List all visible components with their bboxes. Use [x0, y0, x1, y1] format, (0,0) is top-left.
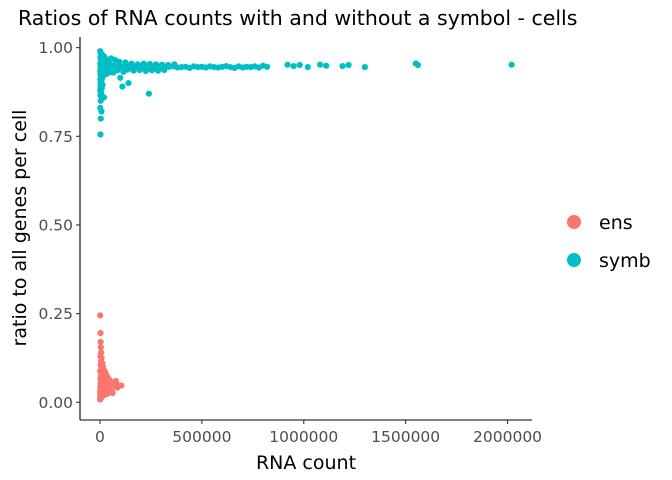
point-ens-67 — [97, 396, 104, 403]
point-ens-3 — [97, 344, 104, 351]
point-symb-135 — [130, 67, 137, 74]
point-symb-70 — [98, 108, 105, 115]
legend: ens symb — [567, 212, 651, 272]
points-layer — [97, 48, 515, 403]
point-symb-139 — [155, 67, 162, 74]
x-axis-ticks: 0 500000 1000000 1500000 2000000 — [95, 420, 542, 446]
point-symb-116 — [508, 61, 515, 68]
point-symb-127 — [165, 61, 172, 69]
x-tick-label: 2000000 — [473, 428, 542, 446]
point-ens-0 — [97, 312, 104, 319]
point-symb-125 — [152, 61, 160, 68]
legend-key-ens — [567, 215, 581, 229]
point-symb-138 — [148, 67, 155, 74]
y-axis-ticks: 0.00 0.25 0.50 0.75 1.00 — [38, 39, 80, 412]
point-symb-136 — [136, 66, 143, 74]
point-symb-104 — [264, 63, 271, 70]
point-symb-121 — [128, 60, 135, 67]
point-symb-124 — [146, 60, 153, 68]
chart-title: Ratios of RNA counts with and without a … — [18, 6, 577, 30]
point-symb-115 — [414, 61, 421, 69]
point-symb-105 — [284, 61, 291, 68]
point-symb-72 — [97, 115, 104, 122]
legend-key-symb — [567, 253, 581, 267]
point-symb-137 — [142, 67, 149, 75]
y-tick-label: 0.00 — [38, 394, 73, 412]
y-tick-label: 1.00 — [38, 39, 73, 57]
x-tick-label: 1000000 — [269, 428, 338, 446]
y-tick-label: 0.75 — [38, 128, 73, 146]
point-symb-74 — [97, 131, 104, 138]
legend-label-ens: ens — [599, 212, 633, 234]
x-tick-label: 1500000 — [371, 428, 440, 446]
point-symb-106 — [290, 63, 297, 70]
point-symb-132 — [114, 67, 121, 74]
point-symb-84 — [119, 83, 126, 90]
point-symb-86 — [125, 80, 132, 87]
point-symb-111 — [339, 63, 346, 70]
y-axis-title: ratio to all genes per cell — [9, 110, 31, 347]
point-symb-109 — [317, 61, 324, 68]
point-symb-88 — [145, 90, 152, 97]
point-ens-2 — [97, 338, 104, 346]
plot-area: 0.00 0.25 0.50 0.75 1.00 0 500000 1000000 15000… — [38, 37, 542, 446]
point-symb-123 — [140, 60, 147, 67]
x-tick-label: 500000 — [172, 428, 231, 446]
point-symb-113 — [361, 64, 368, 71]
point-symb-108 — [304, 64, 311, 71]
point-ens-77 — [99, 380, 106, 387]
point-ens-71 — [112, 377, 119, 385]
x-axis-title: RNA count — [256, 452, 356, 474]
y-tick-label: 0.50 — [38, 216, 73, 234]
point-symb-107 — [296, 61, 303, 69]
point-symb-122 — [134, 61, 141, 68]
point-symb-120 — [122, 59, 129, 66]
point-symb-66 — [97, 97, 104, 104]
point-symb-140 — [161, 66, 168, 74]
point-ens-55 — [109, 389, 116, 397]
point-symb-110 — [323, 62, 330, 69]
point-symb-126 — [159, 61, 166, 68]
point-symb-119 — [116, 58, 123, 65]
point-symb-112 — [345, 61, 352, 69]
x-tick-label: 0 — [95, 428, 105, 446]
point-symb-134 — [124, 66, 131, 73]
y-tick-label: 0.25 — [38, 305, 73, 323]
point-symb-128 — [171, 61, 178, 68]
legend-label-symb: symb — [599, 250, 651, 272]
point-ens-76 — [106, 379, 113, 386]
point-ens-1 — [97, 330, 104, 337]
point-symb-82 — [117, 74, 124, 81]
point-ens-41 — [118, 382, 125, 389]
